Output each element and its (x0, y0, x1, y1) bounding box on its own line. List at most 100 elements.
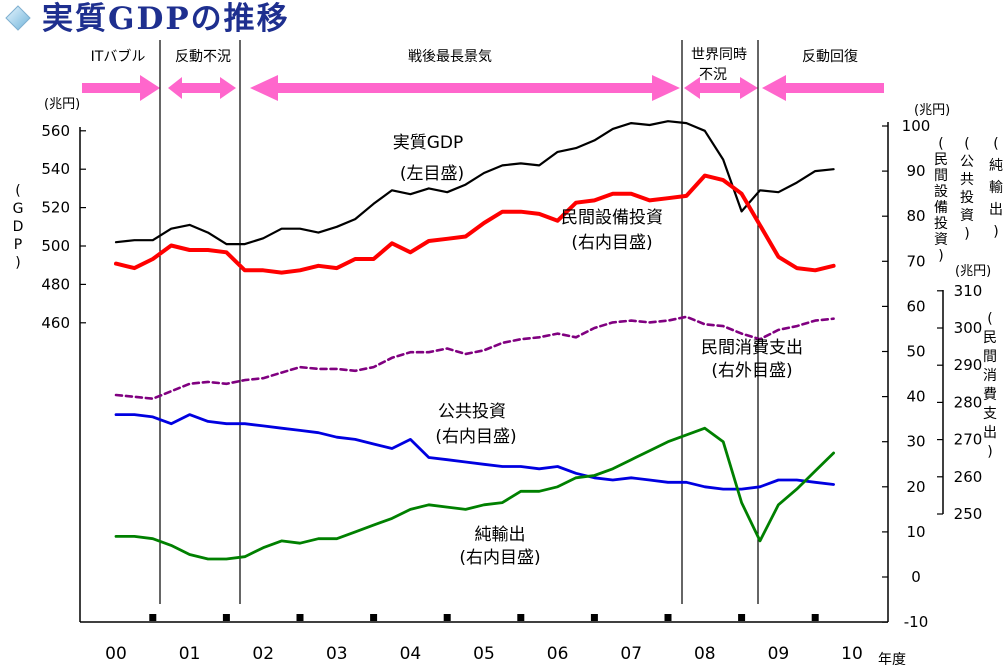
x-tick-label: 07 (620, 644, 642, 664)
series-line-gdp (114, 120, 835, 246)
outer-tick-label: 260 (954, 468, 983, 486)
public-axis-title-char: 資 (960, 208, 974, 224)
chart-title: 実質GDPの推移 (42, 1, 290, 37)
series-line-capex (114, 173, 836, 275)
consumption-axis-title-char: 消 (983, 368, 997, 384)
right-tick-label: 0 (911, 568, 921, 586)
right-tick-label: 100 (902, 117, 931, 135)
annotation-netexport-name: 純輸出 (475, 525, 526, 545)
left-axis-ticks: 460 480 500 520 540 560 (41, 122, 86, 332)
consumption-axis-title-char: ) (987, 444, 992, 460)
right-tick-label: -10 (904, 613, 929, 631)
capex-axis-title-char: 民 (934, 152, 948, 168)
outer-tick-label: 310 (954, 282, 983, 300)
annotation-gdp-name: 実質GDP (393, 133, 464, 153)
public-axis-title-char: 投 (960, 190, 974, 206)
netexport-axis-title-char: 出 (989, 202, 1003, 218)
right-inner-axis-ticks: -10 0 10 20 30 40 50 60 70 80 90 100 (882, 117, 930, 631)
left-tick-label: 500 (41, 237, 70, 255)
right-unit-label: (兆円) (914, 103, 950, 118)
annotation-consumption-axis: (右外目盛) (711, 361, 792, 381)
consumption-axis-title-char: 支 (983, 406, 997, 422)
right-tick-label: 30 (906, 433, 925, 451)
left-axis-title-char: ( (15, 183, 20, 199)
x-tick-label: 04 (400, 644, 422, 664)
annotation-public-name: 公共投資 (438, 402, 506, 422)
right-outer-axis-ticks: 250 260 270 280 290 300 310 (937, 282, 982, 523)
period-label-global-1: 世界同時 (691, 47, 747, 63)
period-label-it-bubble: ITバブル (91, 48, 146, 65)
x-tick-marker (517, 614, 525, 621)
public-axis-title-char: ) (964, 226, 969, 242)
left-axis-title-char: P (14, 237, 22, 253)
capex-axis-title-char: 備 (934, 200, 948, 216)
consumption-axis-title-char: 民 (983, 330, 997, 346)
x-tick-marker (370, 614, 378, 621)
x-tick-marker (149, 614, 157, 621)
x-tick-label: 00 (105, 644, 127, 664)
outer-tick-label: 250 (954, 505, 983, 523)
consumption-axis-title-char: 出 (983, 425, 997, 441)
x-tick-label: 03 (326, 644, 348, 664)
left-tick-label: 560 (41, 122, 70, 140)
capex-axis-title-char: 設 (934, 184, 948, 200)
x-tick-label: 02 (252, 644, 274, 664)
capex-axis-title-char: 資 (934, 232, 948, 248)
annotation-netexport-axis: (右内目盛) (459, 548, 540, 568)
period-arrows (82, 75, 884, 101)
series-line-netexport (114, 426, 835, 561)
right-tick-label: 50 (906, 343, 925, 361)
series-line-public (114, 413, 835, 491)
right-tick-label: 90 (906, 162, 925, 180)
period-label-expansion: 戦後最長景気 (408, 49, 492, 65)
left-axis-title-char: ) (15, 255, 20, 271)
x-tick-marker (222, 614, 230, 621)
netexport-axis-title-char: ) (993, 224, 998, 240)
period-label-global-2: 不況 (699, 67, 727, 83)
x-tick-label: 09 (768, 644, 790, 664)
annotation-capex-axis: (右内目盛) (571, 233, 652, 253)
left-tick-label: 460 (41, 314, 70, 332)
x-tick-marker (811, 614, 819, 621)
series-line-consumption (114, 315, 835, 401)
x-tick-marker (443, 614, 451, 621)
annotation-gdp-axis: (左目盛) (400, 164, 464, 184)
capex-axis-title-char: ) (938, 248, 943, 264)
x-tick-marker (664, 614, 672, 621)
x-tick-label: 01 (179, 644, 201, 664)
netexport-axis-title-char: ( (993, 136, 998, 152)
arrow-it-bubble (82, 75, 160, 101)
arrow-recession-1 (168, 77, 236, 99)
capex-axis-title-char: 投 (934, 216, 948, 232)
annotation-capex-name: 民間設備投資 (561, 208, 663, 228)
public-axis-title-char: ( (964, 136, 969, 152)
period-label-recovery: 反動回復 (802, 48, 858, 65)
outer-unit-label: (兆円) (955, 264, 991, 279)
public-axis-title-char: 共 (960, 172, 974, 188)
period-label-recession-1: 反動不況 (175, 49, 231, 65)
outer-tick-label: 280 (954, 393, 983, 411)
outer-tick-label: 290 (954, 356, 983, 374)
capex-axis-title-char: 間 (934, 168, 948, 184)
outer-tick-label: 300 (954, 319, 983, 337)
arrow-global-recession (684, 77, 758, 99)
consumption-axis-title-char: 間 (983, 349, 997, 365)
public-axis-title-char: 公 (960, 154, 974, 170)
left-tick-label: 480 (41, 275, 70, 293)
left-tick-label: 540 (41, 160, 70, 178)
arrow-expansion (250, 75, 680, 101)
arrow-recovery (762, 75, 884, 101)
capex-axis-title-char: ( (938, 136, 943, 152)
consumption-axis-title-char: 費 (983, 387, 997, 403)
x-tick-label: 05 (473, 644, 495, 664)
right-tick-label: 40 (906, 388, 925, 406)
axis-titles: (GDP)(民間設備投資)(公共投資)(純輸出)(民間消費支出) (13, 136, 1003, 460)
x-tick-label: 08 (694, 644, 716, 664)
x-axis-label: 年度 (878, 652, 906, 665)
diamond-icon (5, 5, 31, 31)
left-tick-label: 520 (41, 199, 70, 217)
annotation-public-axis: (右内目盛) (435, 427, 516, 447)
left-axis-title-char: G (13, 201, 24, 217)
outer-tick-label: 270 (954, 431, 983, 449)
